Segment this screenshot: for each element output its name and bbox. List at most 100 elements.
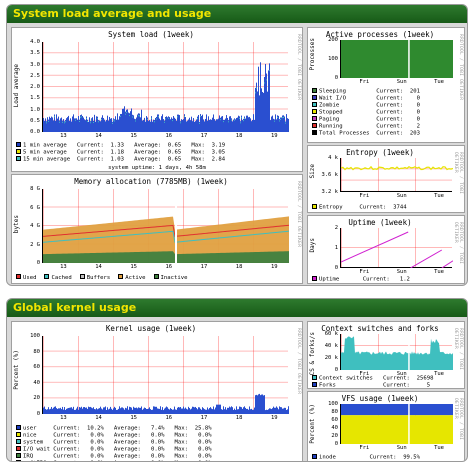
load-bar bbox=[170, 119, 171, 132]
load-15min-point bbox=[156, 118, 157, 120]
memory-gap bbox=[175, 189, 177, 263]
kernel-bar bbox=[126, 408, 127, 414]
rrd-watermark: RRDTOOL / TOBI OETIKER bbox=[453, 152, 463, 195]
kernel-bar bbox=[108, 409, 109, 414]
kernel-usage-panel: Kernel usage (1week) RRDTOOL / TOBI OETI… bbox=[11, 321, 303, 461]
kernel-bar bbox=[219, 404, 220, 414]
kernel-bar bbox=[198, 407, 199, 414]
load-bar bbox=[79, 119, 80, 132]
kernel-legend: user Current: 10.2% Average: 7.4% Max: 2… bbox=[16, 425, 212, 461]
kernel-bar bbox=[152, 409, 153, 414]
vfs-ylabel: Percent (%) bbox=[309, 404, 316, 444]
y-tick-label: 3.0 bbox=[30, 61, 40, 68]
y-tick-label: 60 bbox=[33, 364, 40, 371]
rrd-watermark: RRDTOOL / TOBI OETIKER bbox=[296, 328, 301, 395]
kernel-bar bbox=[182, 408, 183, 414]
kernel-bar bbox=[256, 394, 257, 414]
kernel-bar bbox=[250, 409, 251, 414]
load-15min-point bbox=[139, 115, 140, 117]
y-tick-label: 2.5 bbox=[30, 72, 40, 79]
legend-swatch bbox=[153, 274, 159, 279]
kernel-bar bbox=[80, 407, 81, 414]
load-bar bbox=[98, 120, 99, 132]
kernel-bar bbox=[81, 406, 82, 414]
kernel-bar bbox=[128, 409, 129, 414]
kernel-bar bbox=[216, 404, 217, 414]
load-15min-point bbox=[197, 118, 198, 120]
memory-line bbox=[43, 224, 289, 237]
load-bar bbox=[51, 116, 52, 132]
kernel-bar bbox=[278, 409, 279, 414]
kernel-bar bbox=[230, 407, 231, 414]
load-bar bbox=[68, 115, 69, 132]
load-bar bbox=[46, 121, 47, 132]
load-bar bbox=[235, 119, 236, 132]
load-15min-point bbox=[256, 87, 257, 89]
legend-text: I/O wait Current: 0.0% Average: 0.0% Max… bbox=[23, 446, 212, 453]
load-15min-point bbox=[46, 122, 47, 124]
kernel-bar bbox=[257, 395, 258, 414]
load-bar bbox=[188, 119, 189, 132]
kernel-bar bbox=[66, 408, 67, 414]
kernel-bar bbox=[185, 407, 186, 414]
kernel-bar bbox=[283, 408, 284, 414]
load-bar bbox=[179, 115, 180, 132]
load-bar bbox=[231, 118, 232, 132]
legend-row: Forks Current: 5 bbox=[312, 382, 434, 389]
legend-row: Running Current: 2 bbox=[312, 123, 420, 130]
legend-swatch bbox=[16, 149, 21, 154]
kernel-bar bbox=[83, 407, 84, 414]
load-bar bbox=[71, 121, 72, 132]
kernel-bar bbox=[167, 407, 168, 414]
kernel-bar bbox=[101, 408, 102, 414]
processes-area bbox=[341, 40, 453, 78]
kernel-bar bbox=[264, 395, 265, 414]
kernel-bar bbox=[243, 407, 244, 414]
kernel-bar bbox=[237, 409, 238, 414]
load-bar bbox=[149, 120, 150, 132]
kernel-bar bbox=[86, 407, 87, 414]
load-bar bbox=[111, 118, 112, 132]
y-tick-label: 3.5 bbox=[30, 50, 40, 57]
load-bar bbox=[243, 118, 244, 132]
load-15min-point bbox=[184, 115, 185, 117]
legend-row: Sleeping Current: 201 bbox=[312, 88, 420, 95]
kernel-bar bbox=[272, 408, 273, 414]
load-bar bbox=[270, 120, 271, 132]
kernel-bar bbox=[186, 408, 187, 414]
y-tick-label: 0 bbox=[36, 260, 40, 266]
kernel-bar bbox=[223, 406, 224, 414]
kernel-bar bbox=[90, 406, 91, 414]
load-15min-point bbox=[151, 117, 152, 119]
load-bar bbox=[131, 108, 132, 132]
kernel-bar bbox=[271, 409, 272, 414]
legend-item: Buffers bbox=[79, 274, 111, 281]
load-15min-point bbox=[165, 118, 166, 120]
load-bar bbox=[274, 119, 275, 132]
legend-row: nice Current: 0.0% Average: 0.0% Max: 0.… bbox=[16, 432, 212, 439]
legend-text: dentry Current: 0.1% bbox=[319, 462, 420, 463]
load-bar bbox=[121, 113, 122, 132]
load-bar bbox=[202, 114, 203, 132]
load-bar bbox=[255, 87, 256, 132]
load-bar bbox=[83, 117, 84, 132]
load-bar bbox=[254, 119, 255, 132]
kernel-bar bbox=[176, 409, 177, 414]
kernel-bar bbox=[233, 409, 234, 414]
entropy-chart bbox=[340, 158, 453, 192]
kernel-bar bbox=[194, 407, 195, 414]
load-bar bbox=[143, 119, 144, 132]
kernel-bar bbox=[84, 407, 85, 414]
kernel-bar bbox=[143, 408, 144, 414]
uptime-panel: Uptime (1week) RRDTOOL / TOBI OETIKER Da… bbox=[307, 215, 465, 284]
load-bar bbox=[88, 121, 89, 132]
legend-text: Buffers bbox=[86, 274, 111, 281]
system-uptime-text: system uptime: 1 days, 4h 58m bbox=[108, 165, 206, 171]
load-bar bbox=[76, 118, 77, 132]
kernel-bar bbox=[165, 407, 166, 414]
y-tick-label: 60 bbox=[331, 417, 338, 423]
load-bar bbox=[126, 109, 127, 132]
load-15min-point bbox=[180, 122, 181, 124]
kernel-bar bbox=[155, 406, 156, 414]
load-bar bbox=[146, 116, 147, 132]
